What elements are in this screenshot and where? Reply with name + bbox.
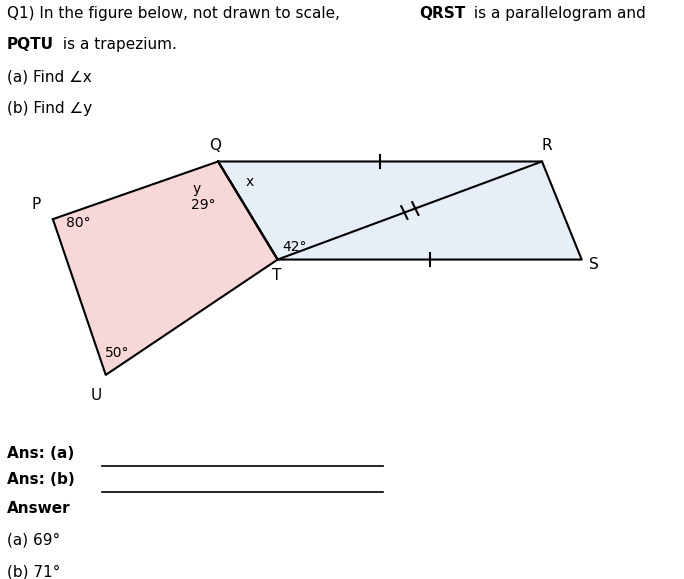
Text: R: R	[542, 138, 553, 153]
Text: (a) 69°: (a) 69°	[7, 533, 60, 548]
Text: Q1) In the figure below, not drawn to scale,: Q1) In the figure below, not drawn to sc…	[7, 6, 345, 21]
Text: Ans: (b): Ans: (b)	[7, 472, 75, 488]
Text: Q: Q	[209, 138, 221, 153]
Text: (a) Find ∠x: (a) Find ∠x	[7, 69, 92, 84]
Text: P: P	[31, 197, 41, 212]
Text: (b) Find ∠y: (b) Find ∠y	[7, 101, 92, 116]
Text: U: U	[90, 387, 101, 402]
Text: Answer: Answer	[7, 501, 70, 516]
Text: PQTU: PQTU	[7, 38, 53, 53]
Polygon shape	[218, 162, 581, 259]
Text: 42°: 42°	[282, 240, 306, 254]
Text: 50°: 50°	[105, 346, 130, 360]
Text: 29°: 29°	[192, 198, 216, 212]
Text: is a parallelogram and: is a parallelogram and	[469, 6, 646, 21]
Text: T: T	[272, 268, 281, 283]
Text: QRST: QRST	[420, 6, 466, 21]
Text: is a trapezium.: is a trapezium.	[58, 38, 177, 53]
Text: 80°: 80°	[66, 216, 90, 230]
Text: S: S	[589, 256, 598, 272]
Text: y: y	[193, 182, 201, 196]
Text: Ans: (a): Ans: (a)	[7, 446, 74, 461]
Text: (b) 71°: (b) 71°	[7, 565, 60, 579]
Polygon shape	[53, 162, 278, 375]
Text: x: x	[246, 175, 254, 189]
